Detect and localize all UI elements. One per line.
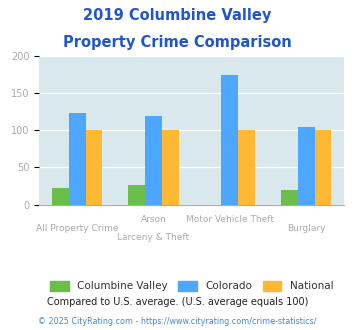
Bar xyxy=(222,75,238,205)
Text: 2019 Columbine Valley: 2019 Columbine Valley xyxy=(83,8,272,23)
Bar xyxy=(281,190,298,205)
Text: Compared to U.S. average. (U.S. average equals 100): Compared to U.S. average. (U.S. average … xyxy=(47,297,308,307)
Legend: Columbine Valley, Colorado, National: Columbine Valley, Colorado, National xyxy=(50,280,333,291)
Bar xyxy=(129,184,145,205)
Text: All Property Crime: All Property Crime xyxy=(36,224,119,233)
Text: Arson: Arson xyxy=(141,215,166,224)
Bar xyxy=(86,130,102,205)
Bar xyxy=(145,115,162,205)
Text: Property Crime Comparison: Property Crime Comparison xyxy=(63,35,292,50)
Bar xyxy=(69,113,86,205)
Bar xyxy=(315,130,331,205)
Text: © 2025 CityRating.com - https://www.cityrating.com/crime-statistics/: © 2025 CityRating.com - https://www.city… xyxy=(38,317,317,326)
Bar xyxy=(238,130,255,205)
Bar xyxy=(52,187,69,205)
Bar xyxy=(298,127,315,205)
Text: Larceny & Theft: Larceny & Theft xyxy=(118,233,190,242)
Text: Motor Vehicle Theft: Motor Vehicle Theft xyxy=(186,215,274,224)
Bar xyxy=(162,130,179,205)
Text: Burglary: Burglary xyxy=(287,224,326,233)
